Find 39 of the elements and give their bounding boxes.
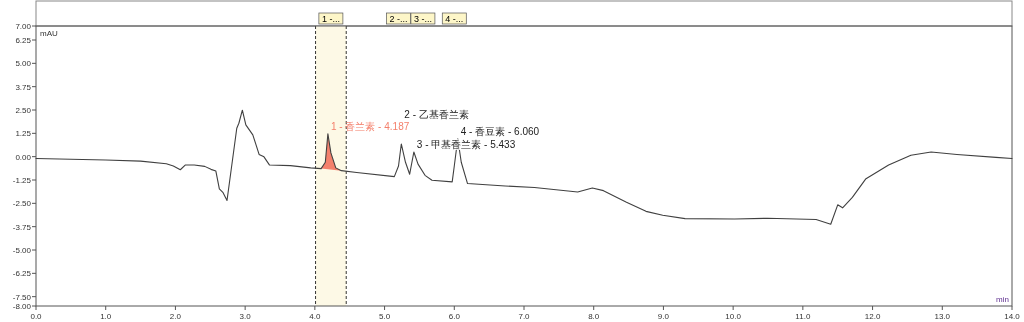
y-tick-label: 0.00 [15,152,32,162]
y-tick-label: 6.25 [15,36,32,45]
band-label: 1 -... [321,14,340,24]
y-tick-label: -6.25 [12,269,32,279]
x-tick-label: 0.0 [30,312,43,321]
x-tick-label: 1.0 [100,312,112,321]
x-tick-label: 10.0 [725,312,742,321]
x-tick-label: 8.0 [588,312,600,321]
x-axis-title: min [996,295,1009,304]
y-tick-label: 2.50 [15,106,32,115]
x-tick-label: 13.0 [934,312,951,321]
x-tick-label: 9.0 [657,312,670,321]
y-tick-label: -2.50 [12,199,32,209]
x-tick-label: 7.0 [518,312,531,321]
x-tick-label: 11.0 [795,312,811,321]
series-label: 1 - 香兰素 - 4.187 [330,120,410,132]
y-tick-label: -7.50 [12,292,32,302]
annotation: 3 -... [413,14,432,24]
y-tick-label: -5.00 [12,246,32,255]
y-tick-label: -1.25 [12,176,32,185]
annotation: 2 - 乙基香兰素 [404,108,469,120]
x-tick-label: 14.0 [1004,312,1021,321]
x-tick-label: 5.0 [379,312,391,321]
y-tick-label: -8.00 [12,302,32,311]
x-tick-label: 4.0 [309,312,321,321]
x-tick-label: 6.0 [448,312,461,321]
x-tick-label: 2.0 [169,312,182,321]
annotation: 4 - 香豆素 - 6.060 [460,125,540,137]
y-tick-label: 3.75 [15,82,32,92]
y-tick-label: 7.00 [15,22,32,31]
x-tick-label: 3.0 [239,312,252,321]
y-tick-label: -3.75 [12,222,32,232]
y-tick-label: 5.00 [15,59,32,69]
annotation: 3 - 甲基香兰素 - 5.433 [416,139,516,150]
y-axis-title: mAU [40,29,58,38]
annotation: 4 -... [445,14,464,24]
x-tick-label: 12.0 [864,312,881,321]
line-series [35,109,1013,225]
y-tick-label: 1.25 [15,129,32,139]
